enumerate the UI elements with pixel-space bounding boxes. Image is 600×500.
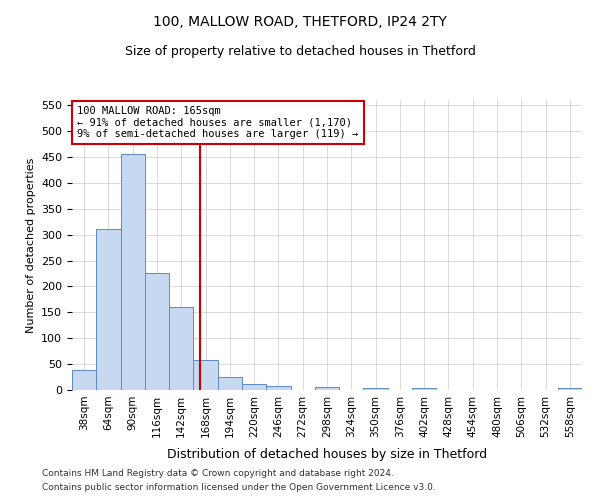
Bar: [315, 388, 339, 390]
Bar: [96, 230, 121, 390]
Text: Contains public sector information licensed under the Open Government Licence v3: Contains public sector information licen…: [42, 484, 436, 492]
Bar: [364, 388, 388, 390]
Bar: [218, 377, 242, 390]
Text: 100, MALLOW ROAD, THETFORD, IP24 2TY: 100, MALLOW ROAD, THETFORD, IP24 2TY: [153, 15, 447, 29]
Text: Contains HM Land Registry data © Crown copyright and database right 2024.: Contains HM Land Registry data © Crown c…: [42, 468, 394, 477]
Text: 100 MALLOW ROAD: 165sqm
← 91% of detached houses are smaller (1,170)
9% of semi-: 100 MALLOW ROAD: 165sqm ← 91% of detache…: [77, 106, 358, 139]
Y-axis label: Number of detached properties: Number of detached properties: [26, 158, 35, 332]
Bar: [169, 307, 193, 390]
Bar: [193, 360, 218, 390]
Bar: [121, 154, 145, 390]
X-axis label: Distribution of detached houses by size in Thetford: Distribution of detached houses by size …: [167, 448, 487, 461]
Bar: [412, 388, 436, 390]
Bar: [558, 388, 582, 390]
Bar: [266, 386, 290, 390]
Bar: [145, 274, 169, 390]
Bar: [242, 384, 266, 390]
Text: Size of property relative to detached houses in Thetford: Size of property relative to detached ho…: [125, 45, 475, 58]
Bar: [72, 370, 96, 390]
